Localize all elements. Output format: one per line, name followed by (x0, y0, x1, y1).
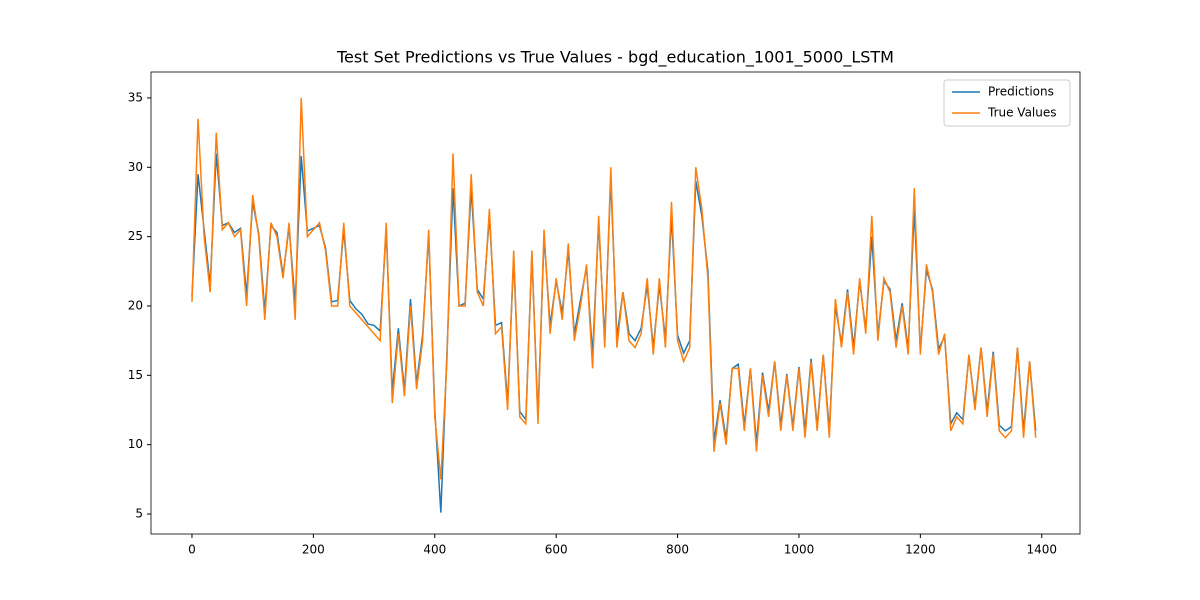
series-line (191, 97, 1037, 480)
y-tick-label: 20 (128, 298, 143, 312)
x-tick-label: 1400 (1026, 543, 1057, 557)
y-tick-label: 30 (128, 160, 143, 174)
x-tick-label: 400 (423, 543, 446, 557)
y-tick-label: 15 (128, 368, 143, 382)
y-tick-label: 10 (128, 437, 143, 451)
plot-frame (150, 71, 1081, 535)
x-tick-label: 600 (545, 543, 568, 557)
y-tick-label: 25 (128, 229, 143, 243)
legend: Predictions True Values (943, 79, 1071, 127)
x-tick-label: 200 (302, 543, 325, 557)
x-tick-label: 0 (188, 543, 196, 557)
x-tick-label: 800 (666, 543, 689, 557)
x-tick-label: 1000 (784, 543, 815, 557)
y-tick-label: 35 (128, 90, 143, 104)
y-tick-label: 5 (135, 507, 143, 521)
chart-title: Test Set Predictions vs True Values - bg… (336, 48, 894, 68)
x-tick-label: 1200 (905, 543, 936, 557)
legend-label: True Values (987, 106, 1057, 120)
legend-label: Predictions (988, 85, 1054, 99)
